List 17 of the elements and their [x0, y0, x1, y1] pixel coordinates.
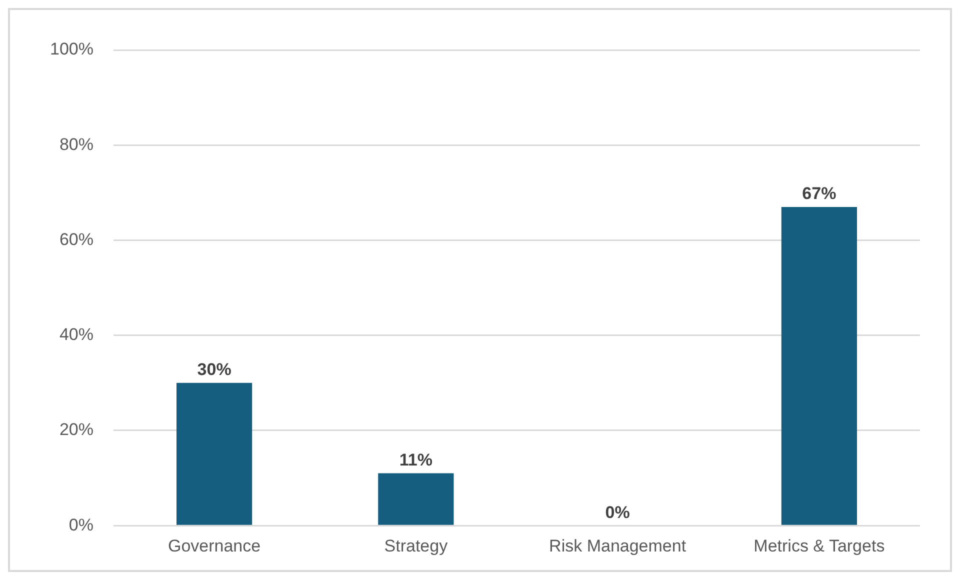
bar [781, 206, 857, 525]
x-tick-label: Metrics & Targets [754, 536, 885, 556]
x-tick-label: Strategy [384, 536, 448, 556]
y-tick-label: 20% [59, 420, 94, 440]
y-tick-label: 100% [50, 40, 94, 59]
y-tick-label: 40% [59, 325, 94, 344]
y-tick-label: 60% [59, 230, 94, 249]
bar [176, 382, 252, 525]
bar [378, 473, 454, 525]
y-tick-label: 0% [68, 515, 94, 534]
data-label: 67% [802, 184, 836, 204]
x-tick-label: Risk Management [549, 536, 686, 556]
data-label: 11% [399, 450, 432, 470]
y-tick-label: 80% [59, 134, 94, 154]
data-label: 30% [197, 360, 232, 380]
x-tick-label: Governance [168, 536, 261, 556]
data-label: 0% [605, 502, 630, 522]
